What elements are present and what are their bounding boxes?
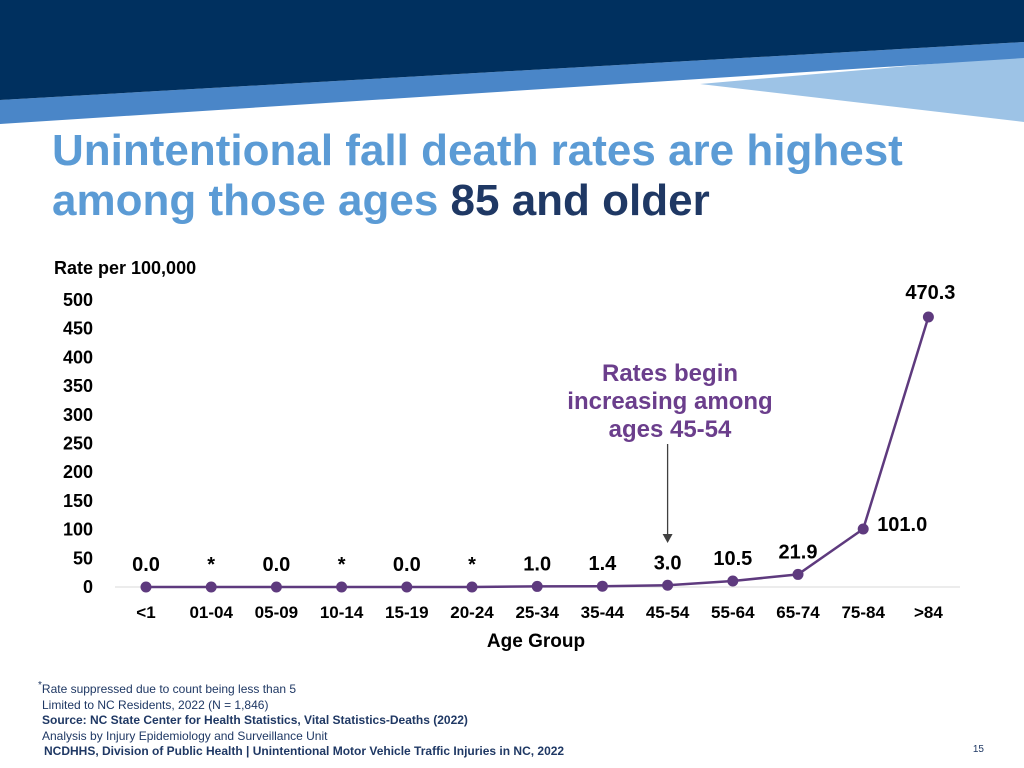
x-tick-label-3: 10-14 [320, 603, 364, 622]
data-label-7: 1.4 [588, 553, 617, 575]
x-tick-label-8: 45-54 [646, 603, 690, 622]
data-label-6: 1.0 [523, 553, 551, 575]
data-label-9: 10.5 [713, 548, 752, 570]
y-axis-label: Rate per 100,000 [54, 258, 196, 278]
data-label-10: 21.9 [779, 541, 818, 563]
y-tick-label-100: 100 [63, 520, 93, 540]
data-label-4: 0.0 [393, 554, 421, 576]
title-part-2: 85 and older [450, 176, 710, 225]
x-tick-label-6: 25-34 [515, 603, 559, 622]
data-label-8: 3.0 [654, 552, 682, 574]
footer-organization: NCDHHS, Division of Public Health | Unin… [44, 744, 565, 758]
footnotes: *Rate suppressed due to count being less… [38, 678, 468, 744]
y-tick-label-450: 450 [63, 319, 93, 339]
suppression-text: Rate suppressed due to count being less … [41, 682, 297, 696]
data-label-5: * [468, 554, 476, 576]
data-point-1 [205, 581, 217, 593]
line-chart: Rate per 100,000 0 50 100 150 200 250 300 350 40… [54, 258, 960, 652]
banner-light-stripe [700, 56, 1024, 122]
y-tick-label-300: 300 [63, 405, 93, 425]
data-label-0: 0.0 [132, 554, 160, 576]
y-tick-label-200: 200 [63, 462, 93, 482]
data-label-2: 0.0 [262, 554, 290, 576]
y-tick-label-50: 50 [73, 548, 93, 568]
y-tick-label-350: 350 [63, 376, 93, 396]
y-tick-label-150: 150 [63, 491, 93, 511]
data-label-11: 101.0 [877, 514, 927, 536]
y-tick-label-500: 500 [63, 290, 93, 310]
x-tick-label-0: <1 [136, 603, 155, 622]
title-part-1: Unintentional fall death rates are highe… [52, 126, 903, 225]
data-point-2 [270, 581, 282, 593]
x-tick-label-1: 01-04 [189, 603, 233, 622]
annotation-line-1: increasing among [567, 388, 772, 415]
data-point-12 [922, 311, 934, 323]
annotation-line-2: ages 45-54 [609, 416, 732, 443]
header-banner [0, 0, 1024, 130]
slide-title: Unintentional fall death rates are highe… [52, 126, 992, 226]
x-tick-label-5: 20-24 [450, 603, 494, 622]
data-label-12: 470.3 [905, 282, 955, 304]
data-point-8 [662, 579, 674, 591]
suppression-marker: * [38, 680, 42, 691]
x-tick-label-9: 55-64 [711, 603, 755, 622]
data-label-3: * [338, 554, 346, 576]
data-point-7 [596, 580, 608, 592]
banner-mid-stripe [0, 42, 1024, 124]
analysis-note: Analysis by Injury Epidemiology and Surv… [42, 728, 328, 743]
banner-dark-band [0, 0, 1024, 100]
suppression-note: *Rate suppressed due to count being less… [38, 678, 468, 698]
source-note: Source: NC State Center for Health Stati… [42, 713, 468, 727]
y-tick-label-0: 0 [83, 577, 93, 597]
data-point-3 [336, 581, 348, 593]
data-point-0 [140, 581, 152, 593]
y-axis-ticks: 0 50 100 150 200 250 300 350 400 450 500 [63, 290, 93, 597]
x-tick-label-2: 05-09 [255, 603, 298, 622]
y-tick-label-400: 400 [63, 347, 93, 367]
x-tick-label-7: 35-44 [581, 603, 625, 622]
data-point-5 [466, 581, 478, 593]
y-tick-label-250: 250 [63, 434, 93, 454]
data-label-1: * [207, 554, 215, 576]
data-labels: 0.0 * 0.0 * 0.0 * 1.0 1.4 3.0 10.5 21.9 101.0 470.3 [132, 282, 955, 576]
x-tick-label-12: >84 [914, 603, 943, 622]
page-number: 15 [972, 744, 984, 755]
data-point-6 [531, 580, 543, 592]
annotation-line-0: Rates begin [602, 360, 738, 387]
population-note: Limited to NC Residents, 2022 (N = 1,846… [42, 697, 269, 712]
x-axis-ticks: <1 01-04 05-09 10-14 15-19 20-24 25-34 35-44 45-… [136, 603, 943, 622]
data-point-9 [727, 575, 739, 587]
data-point-10 [792, 568, 804, 580]
x-tick-label-10: 65-74 [776, 603, 820, 622]
annotation-arrow-head [662, 534, 673, 543]
x-tick-label-4: 15-19 [385, 603, 428, 622]
data-point-11 [857, 523, 869, 535]
x-tick-label-11: 75-84 [841, 603, 885, 622]
x-axis-label: Age Group [487, 631, 585, 652]
data-points [140, 311, 934, 593]
data-point-4 [401, 581, 413, 593]
